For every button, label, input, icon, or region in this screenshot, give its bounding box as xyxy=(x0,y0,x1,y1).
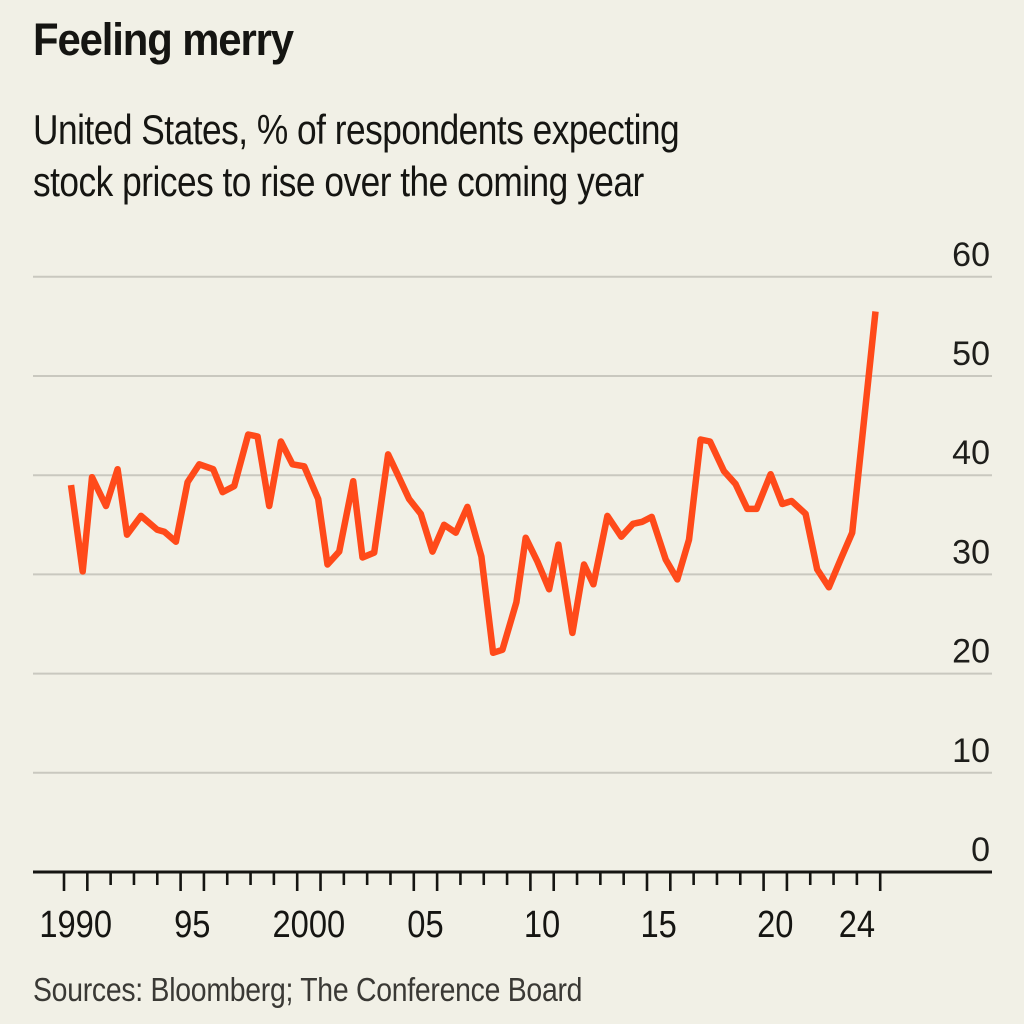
data-point xyxy=(581,561,587,567)
data-point xyxy=(604,513,610,519)
y-tick-label-60: 60 xyxy=(952,236,990,274)
data-point xyxy=(663,557,669,563)
data-point xyxy=(80,568,86,574)
data-point xyxy=(649,514,655,520)
data-point xyxy=(744,506,750,512)
gridlines xyxy=(33,275,992,774)
data-point xyxy=(231,483,237,489)
data-point xyxy=(838,557,844,563)
data-point xyxy=(406,496,412,502)
data-point xyxy=(418,511,424,517)
series-line-0 xyxy=(67,311,879,657)
data-point xyxy=(350,478,356,484)
y-axis-labels: 0 10 20 30 40 50 60 xyxy=(952,236,990,869)
x-tick-label-05: 05 xyxy=(407,903,443,946)
data-point xyxy=(138,513,144,519)
data-point xyxy=(245,432,251,438)
data-point xyxy=(768,471,774,477)
x-tick-label-2000: 2000 xyxy=(273,903,346,946)
data-point xyxy=(336,549,342,555)
data-point xyxy=(278,438,284,444)
chart-title: Feeling merry xyxy=(33,14,294,65)
data-point xyxy=(590,581,596,587)
data-point xyxy=(639,519,645,525)
data-point xyxy=(255,434,261,440)
x-tick-label-15: 15 xyxy=(640,903,676,946)
subtitle-line-2: stock prices to rise over the coming yea… xyxy=(33,158,644,205)
data-point xyxy=(674,576,680,582)
data-point xyxy=(124,532,130,538)
data-point xyxy=(523,535,529,541)
data-point xyxy=(290,461,296,467)
y-tick-label-10: 10 xyxy=(952,732,990,770)
data-point xyxy=(555,542,561,548)
x-tick-label-20: 20 xyxy=(757,903,793,946)
data-point xyxy=(849,530,855,536)
data-point xyxy=(173,539,179,545)
data-point xyxy=(733,481,739,487)
data-point xyxy=(707,438,713,444)
data-point xyxy=(89,474,95,480)
data-point xyxy=(546,586,552,592)
data-point xyxy=(210,466,216,472)
data-point xyxy=(385,451,391,457)
data-point xyxy=(478,554,484,560)
data-point xyxy=(453,530,459,536)
data-point xyxy=(301,463,307,469)
data-point xyxy=(803,511,809,517)
x-tick-label-1990: 1990 xyxy=(39,903,112,946)
data-point xyxy=(513,599,519,605)
data-point xyxy=(185,479,191,485)
data-point xyxy=(814,566,820,572)
data-point xyxy=(698,436,704,442)
data-point xyxy=(789,498,795,504)
x-tick-label-24: 24 xyxy=(839,903,875,946)
source-note: Sources: Bloomberg; The Conference Board xyxy=(33,971,583,1008)
y-tick-label-30: 30 xyxy=(952,533,990,571)
y-tick-label-40: 40 xyxy=(952,434,990,472)
data-point xyxy=(315,496,321,502)
data-point xyxy=(441,522,447,528)
data-point xyxy=(686,537,692,543)
data-point xyxy=(68,482,74,488)
subtitle-line-1: United States, % of respondents expectin… xyxy=(33,106,680,153)
data-point xyxy=(721,468,727,474)
data-point xyxy=(464,504,470,510)
data-point xyxy=(569,630,575,636)
data-point xyxy=(154,527,160,533)
data-point xyxy=(630,521,636,527)
data-point xyxy=(359,555,365,561)
data-point xyxy=(394,471,400,477)
data-point xyxy=(325,561,331,567)
y-tick-label-20: 20 xyxy=(952,633,990,671)
y-tick-label-50: 50 xyxy=(952,335,990,373)
data-point xyxy=(196,461,202,467)
x-tick-label-10: 10 xyxy=(524,903,560,946)
data-point xyxy=(429,549,435,555)
data-point xyxy=(371,550,377,556)
data-point xyxy=(826,584,832,590)
data-point xyxy=(266,503,272,509)
data-point xyxy=(220,489,226,495)
data-point xyxy=(779,501,785,507)
data-point xyxy=(534,559,540,565)
data-point xyxy=(754,506,760,512)
x-tick-label-95: 95 xyxy=(174,903,210,946)
data-point xyxy=(490,650,496,656)
series-layer xyxy=(67,309,879,657)
data-point xyxy=(499,647,505,653)
chart-subtitle: United States, % of respondents expectin… xyxy=(33,104,873,208)
y-tick-label-0: 0 xyxy=(971,831,990,869)
data-point xyxy=(161,529,167,535)
data-point xyxy=(618,534,624,540)
data-point xyxy=(873,309,879,315)
data-point xyxy=(103,503,109,509)
data-point xyxy=(115,466,121,472)
x-axis: 1990 95 2000 05 10 15 20 24 xyxy=(33,870,992,946)
